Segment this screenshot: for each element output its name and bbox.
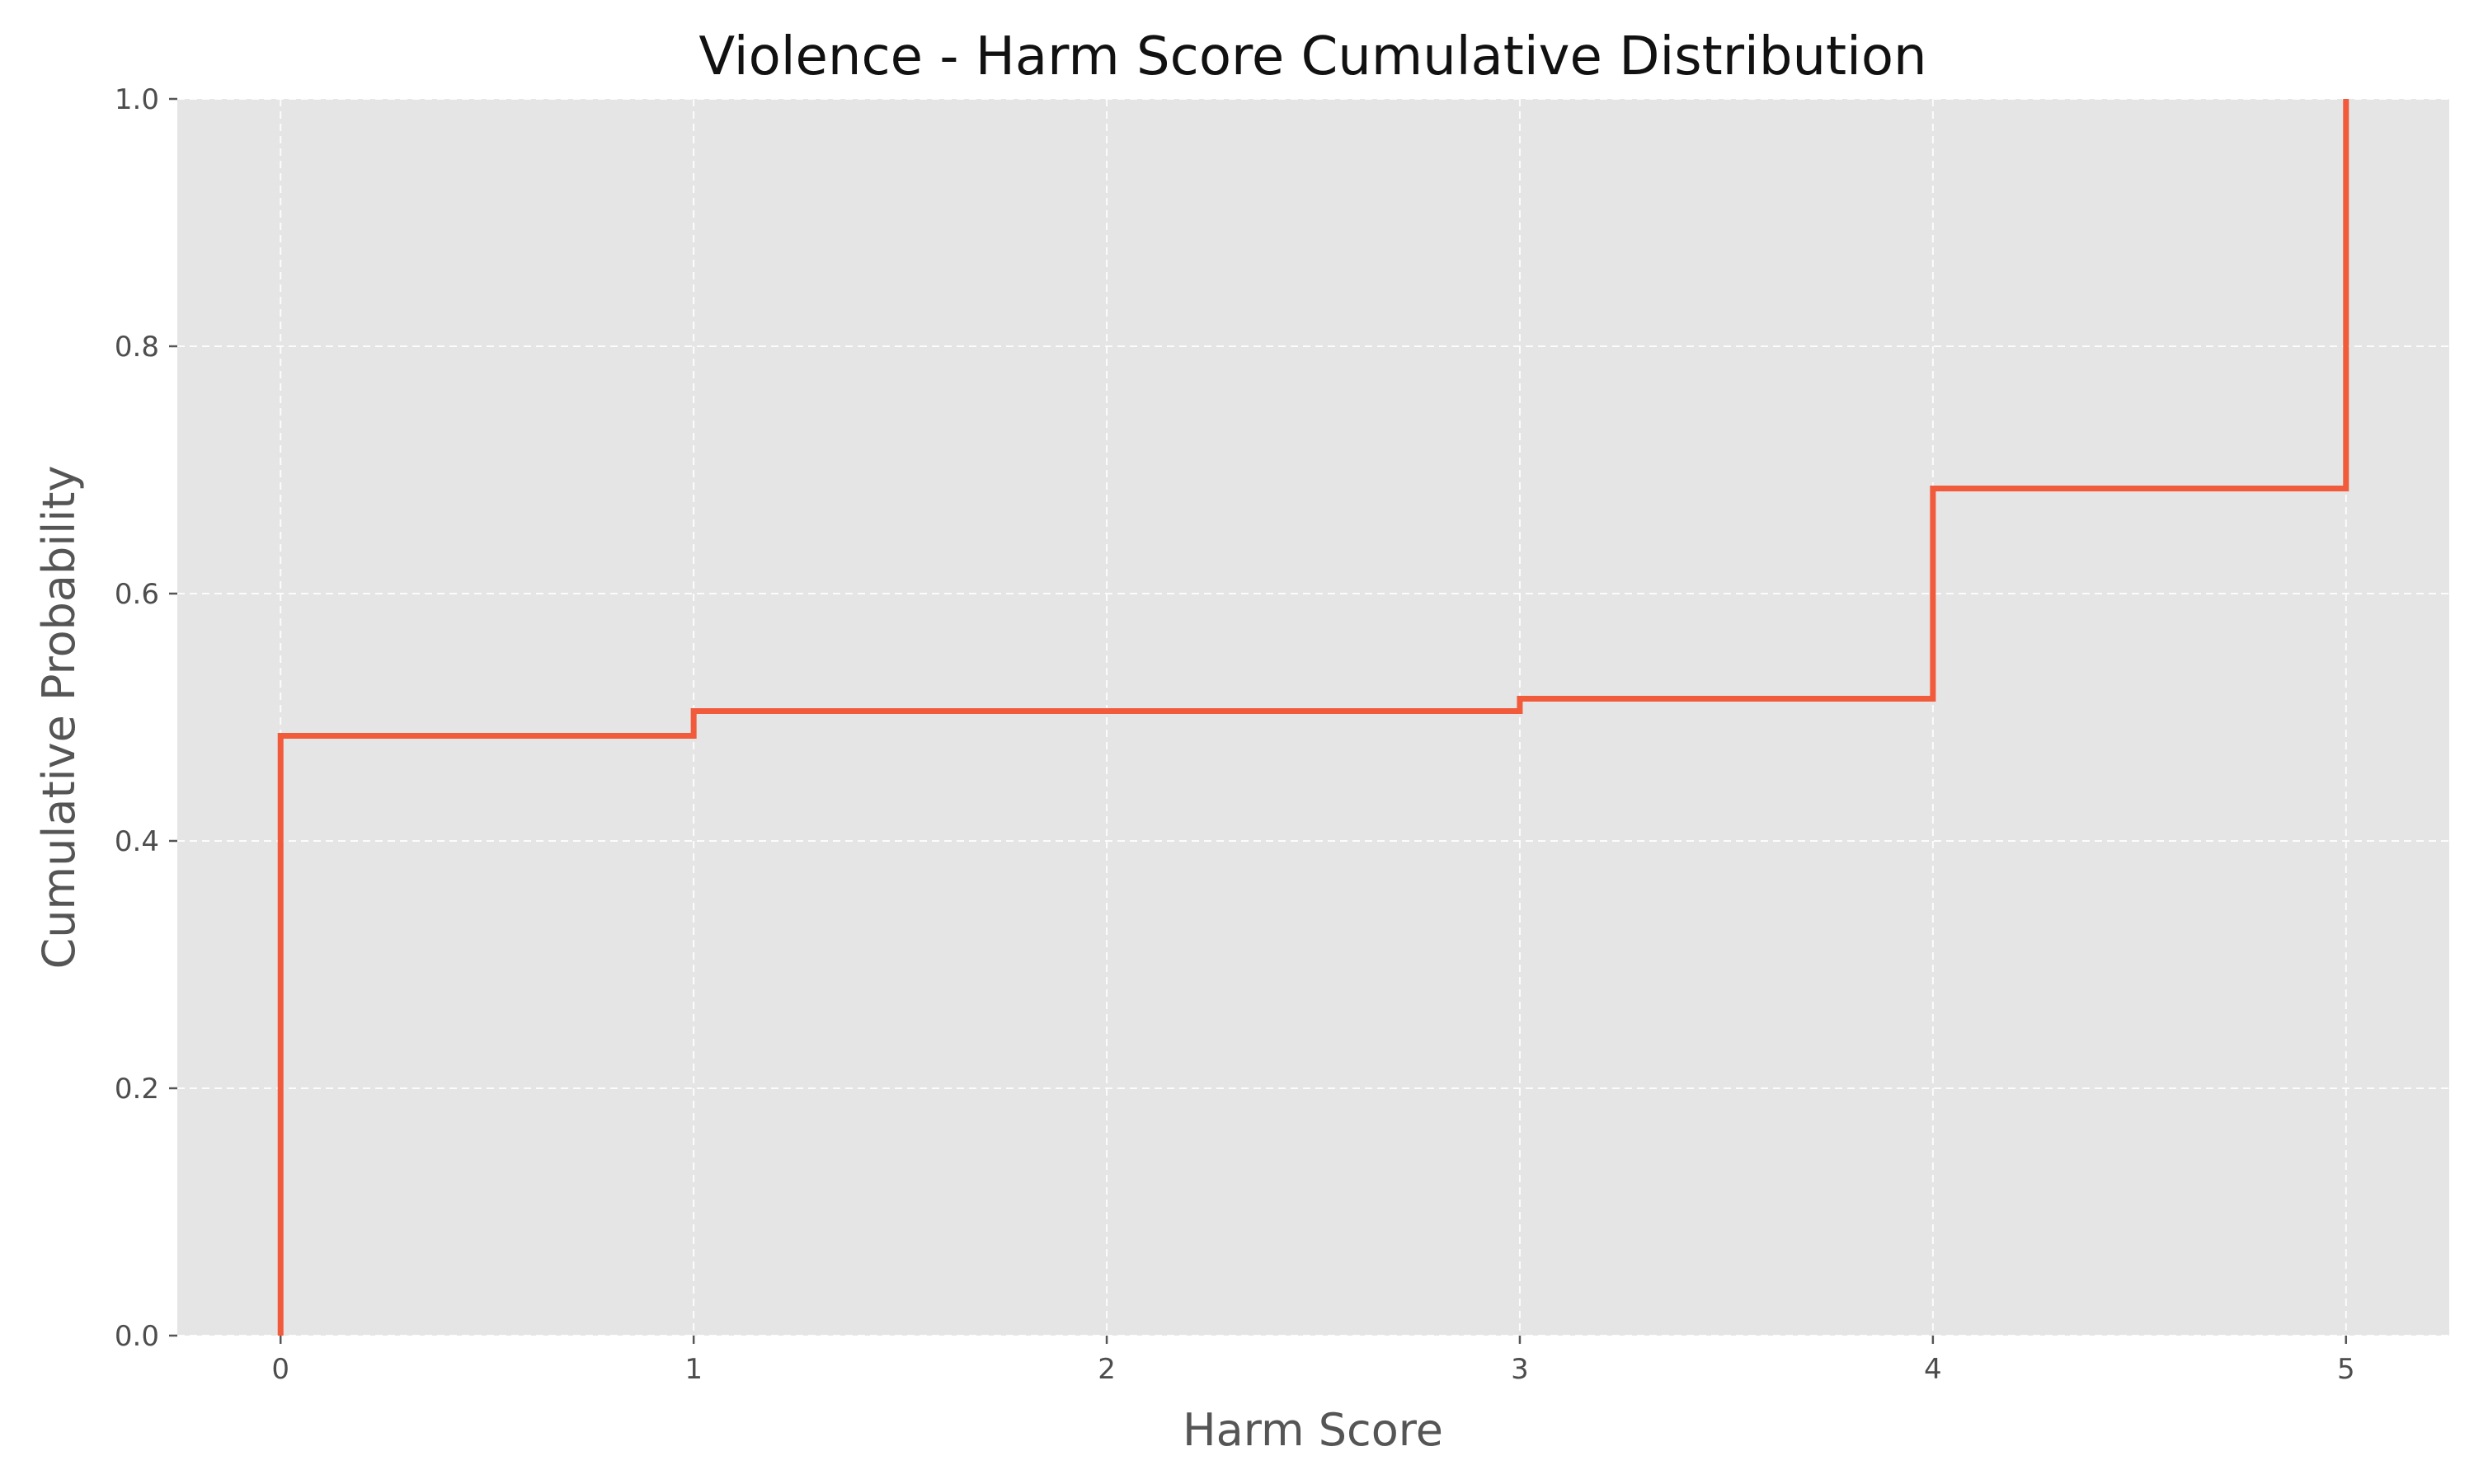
y-tick-label-0: 0.0: [115, 1320, 159, 1353]
x-tick-label-2: 2: [1098, 1353, 1116, 1386]
y-tick-label-5: 1.0: [115, 83, 159, 116]
series-layer: [277, 99, 2349, 1336]
x-tick-label-5: 5: [2337, 1353, 2355, 1386]
series-line-0: [277, 99, 2349, 1336]
y-tick-label-4: 0.8: [115, 331, 159, 364]
plot-area: [177, 99, 2449, 1336]
x-tick-label-3: 3: [1511, 1353, 1529, 1386]
y-tick-label-2: 0.4: [115, 825, 159, 858]
y-tick-label-3: 0.6: [115, 578, 159, 611]
x-tick-label-0: 0: [271, 1353, 289, 1386]
x-axis-label: Harm Score: [1183, 1404, 1443, 1456]
x-tick-label-4: 4: [1924, 1353, 1942, 1386]
y-tick-label-1: 0.2: [115, 1073, 159, 1106]
chart-title: Violence - Harm Score Cumulative Distrib…: [698, 26, 1926, 87]
x-tick-label-1: 1: [684, 1353, 703, 1386]
grid: [177, 98, 2449, 1336]
y-axis-label: Cumulative Probability: [33, 466, 85, 970]
axis-ticks: 0 1 2 3 4 5 0.0 0.2 0.4 0.6 0.8 1.0: [115, 83, 2355, 1386]
